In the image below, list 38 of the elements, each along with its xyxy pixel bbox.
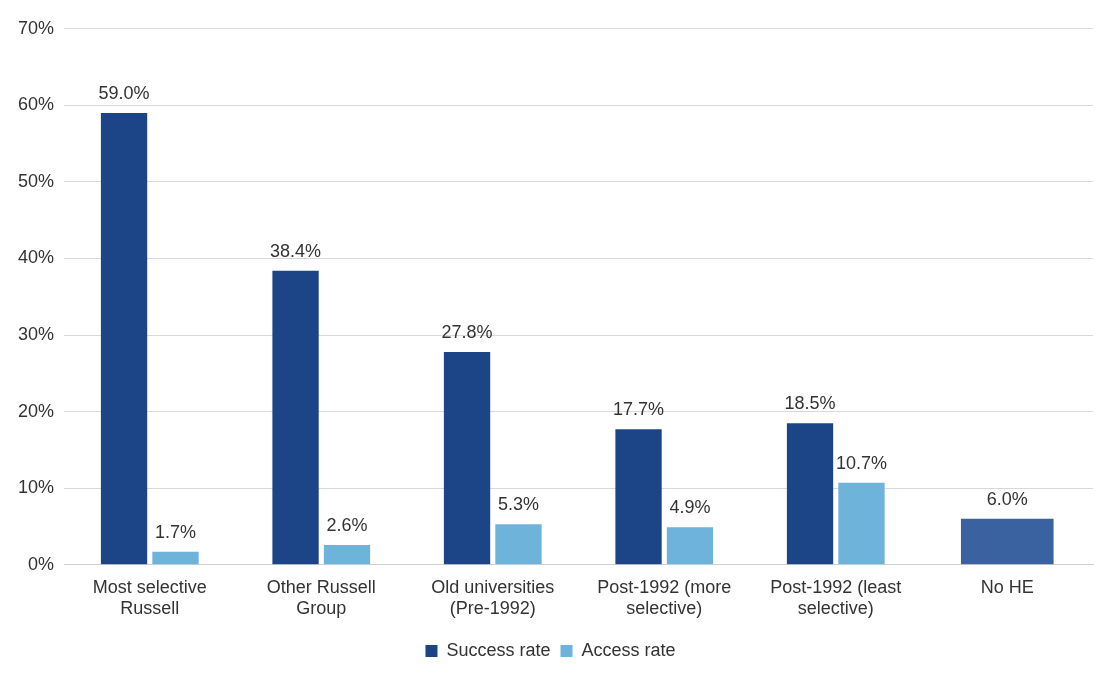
- bar: [100, 113, 148, 565]
- y-tick-label: 10%: [18, 477, 55, 498]
- data-label: 59.0%: [98, 83, 150, 103]
- bar: [495, 524, 542, 565]
- bar: [838, 482, 885, 565]
- data-label: 1.7%: [154, 521, 197, 542]
- x-tick-label: Post-1992 (least selective): [770, 576, 902, 619]
- y-tick-label: 20%: [18, 400, 55, 421]
- data-label: 27.8%: [441, 321, 493, 342]
- bar: [960, 518, 1054, 565]
- x-tick-label: Other Russell Group: [266, 576, 376, 619]
- legend-label: Success rate: [446, 639, 551, 660]
- bar: [786, 423, 834, 565]
- x-tick-label: Most selective Russell: [92, 576, 207, 619]
- data-label: 18.5%: [784, 393, 836, 414]
- data-label: 4.9%: [669, 497, 711, 518]
- bar: [615, 429, 662, 565]
- bar: [152, 551, 199, 565]
- data-label: 38.4%: [270, 240, 322, 261]
- bar: [272, 270, 319, 565]
- data-label: 10.7%: [835, 452, 887, 473]
- y-tick-label: 30%: [18, 324, 55, 345]
- y-tick-label: 50%: [18, 170, 55, 191]
- legend-label: Access rate: [581, 639, 676, 660]
- y-tick-label: 0%: [28, 553, 55, 574]
- bar: [323, 544, 371, 565]
- data-label: 5.3%: [497, 494, 540, 515]
- y-tick-label: 40%: [18, 247, 55, 268]
- data-label: 2.6%: [326, 514, 368, 535]
- data-label: 17.7%: [613, 399, 665, 420]
- bar: [443, 351, 491, 565]
- data-label: 6.0%: [986, 488, 1028, 509]
- x-tick-label: Old universities (Pre-1992): [431, 576, 555, 619]
- bar: [666, 527, 714, 565]
- y-tick-label: 70%: [18, 17, 55, 38]
- x-tick-label: Post-1992 (more selective): [597, 576, 732, 619]
- y-tick-label: 60%: [18, 94, 55, 115]
- x-tick-label: No HE: [980, 576, 1034, 597]
